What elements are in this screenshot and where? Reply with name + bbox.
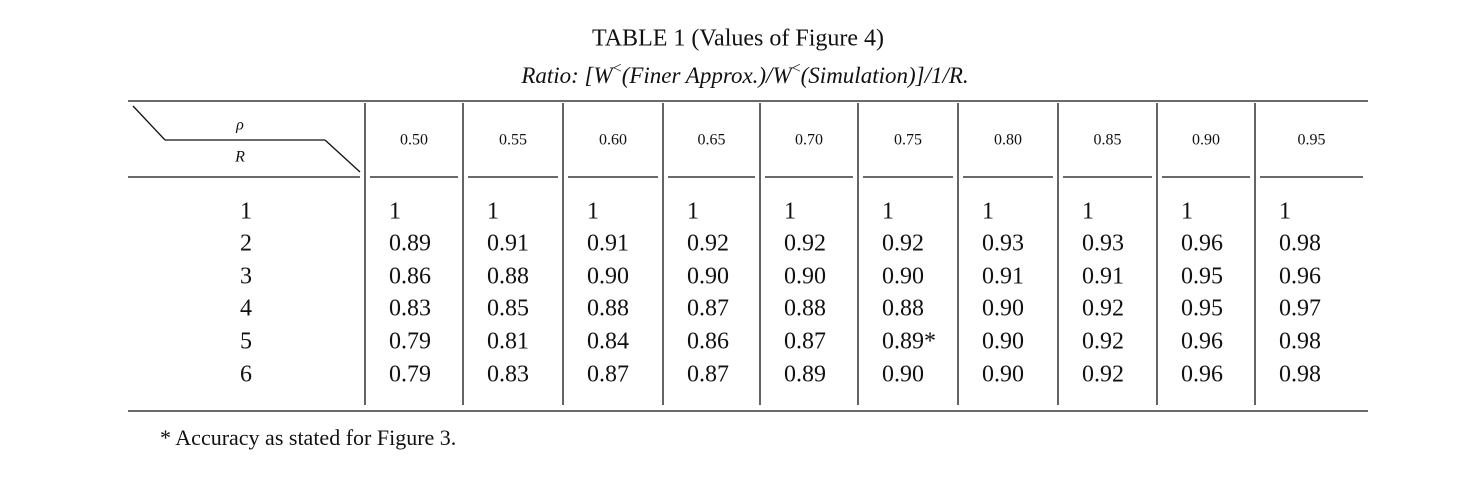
- table-cell: 0.87: [687, 296, 729, 322]
- table-cell: 1: [487, 199, 499, 225]
- table-cell: 1: [389, 199, 401, 225]
- row-label: 3: [240, 264, 252, 290]
- table-cell: 0.89: [784, 362, 826, 388]
- table-cell: 0.85: [487, 296, 529, 322]
- table-cell: 1: [882, 199, 894, 225]
- table-cell: 1: [587, 199, 599, 225]
- table-cell: 0.90: [687, 264, 729, 290]
- subtitle-part: (Finer Approx.)/W: [622, 63, 794, 88]
- table-cell: 0.90: [982, 329, 1024, 355]
- table-cell: 1: [1082, 199, 1094, 225]
- footnote: * Accuracy as stated for Figure 3.: [160, 425, 456, 450]
- table-cell: 0.88: [882, 296, 924, 322]
- table-cell: 0.91: [487, 231, 529, 257]
- row-label: 1: [240, 199, 252, 225]
- table-cell: 0.91: [587, 231, 629, 257]
- table-cell: 0.90: [882, 264, 924, 290]
- row-label: 4: [240, 296, 252, 322]
- table-cell: 0.81: [487, 329, 529, 355]
- table-cell: 0.88: [587, 296, 629, 322]
- table-cell: 0.87: [687, 362, 729, 388]
- table-cell: 0.86: [389, 264, 431, 290]
- subtitle-part: <: [613, 60, 622, 77]
- table-cell: 0.83: [487, 362, 529, 388]
- column-header: 0.50: [400, 132, 428, 149]
- row-label: 6: [240, 362, 252, 388]
- row-label: 5: [240, 329, 252, 355]
- table-cell: 1: [1181, 199, 1193, 225]
- row-label: 2: [240, 231, 252, 257]
- table-cell: 0.92: [1082, 362, 1124, 388]
- column-header: 0.65: [698, 132, 726, 149]
- table-cell: 0.79: [389, 362, 431, 388]
- table-cell: 0.88: [487, 264, 529, 290]
- corner-top: ρ: [235, 117, 244, 134]
- table-cell: 0.96: [1181, 362, 1223, 388]
- table-cell: 0.91: [1082, 264, 1124, 290]
- subtitle-part: Ratio: [W: [520, 63, 614, 88]
- table-cell: 1: [982, 199, 994, 225]
- column-header: 0.80: [994, 132, 1022, 149]
- table-cell: 0.97: [1279, 296, 1321, 322]
- table-cell: 0.79: [389, 329, 431, 355]
- table-cell: 0.88: [784, 296, 826, 322]
- table-cell: 0.92: [1082, 329, 1124, 355]
- corner-diagonal: [132, 105, 166, 141]
- corner-diagonal: [324, 139, 361, 173]
- table-cell: 0.93: [982, 231, 1024, 257]
- table-cell: 1: [687, 199, 699, 225]
- table-cell: 0.87: [587, 362, 629, 388]
- table-cell: 0.96: [1279, 264, 1321, 290]
- subtitle-part: (Simulation)]/1/R.: [801, 63, 969, 88]
- table-cell: 0.90: [587, 264, 629, 290]
- table-cell: 0.90: [882, 362, 924, 388]
- column-header: 0.75: [894, 132, 922, 149]
- column-header: 0.55: [499, 132, 527, 149]
- column-header: 0.60: [599, 132, 627, 149]
- corner-bottom: R: [234, 149, 245, 166]
- table-cell: 0.83: [389, 296, 431, 322]
- column-header: 0.90: [1192, 132, 1220, 149]
- table-cell: 0.98: [1279, 329, 1321, 355]
- table-cell: 1: [1279, 199, 1291, 225]
- table-cell: 0.93: [1082, 231, 1124, 257]
- table-cell: 0.95: [1181, 296, 1223, 322]
- table-cell: 0.92: [784, 231, 826, 257]
- table-cell: 0.89*: [882, 329, 936, 355]
- table-cell: 0.92: [882, 231, 924, 257]
- subtitle: Ratio: [W<(Finer Approx.)/W<(Simulation)…: [520, 60, 968, 88]
- table-cell: 0.92: [687, 231, 729, 257]
- table-cell: 0.95: [1181, 264, 1223, 290]
- table-cell: 0.96: [1181, 231, 1223, 257]
- table-cell: 0.87: [784, 329, 826, 355]
- table-cell: 0.98: [1279, 231, 1321, 257]
- table-cell: 0.90: [982, 296, 1024, 322]
- column-header: 0.95: [1298, 132, 1326, 149]
- subtitle-part: <: [792, 60, 801, 77]
- column-header: 0.70: [795, 132, 823, 149]
- title: TABLE 1 (Values of Figure 4): [592, 26, 884, 52]
- table-cell: 0.89: [389, 231, 431, 257]
- table-cell: 0.96: [1181, 329, 1223, 355]
- table-cell: 0.84: [587, 329, 629, 355]
- table-cell: 0.90: [784, 264, 826, 290]
- table-cell: 0.91: [982, 264, 1024, 290]
- table-cell: 1: [784, 199, 796, 225]
- table-cell: 0.86: [687, 329, 729, 355]
- table-cell: 0.90: [982, 362, 1024, 388]
- column-header: 0.85: [1094, 132, 1122, 149]
- table-cell: 0.92: [1082, 296, 1124, 322]
- table-cell: 0.98: [1279, 362, 1321, 388]
